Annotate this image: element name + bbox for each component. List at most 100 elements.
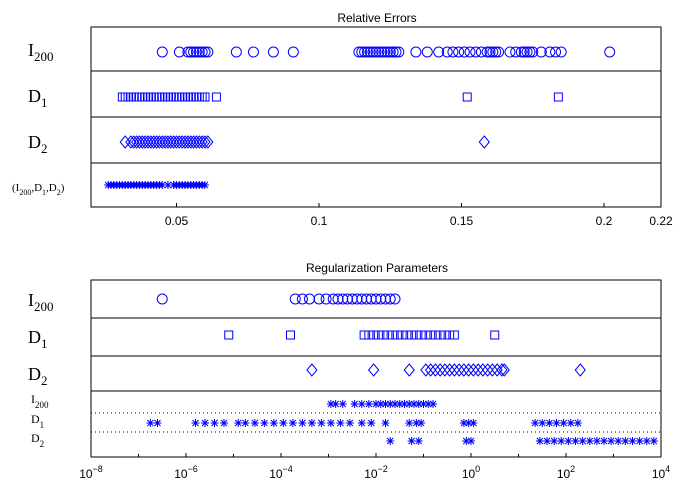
star-point xyxy=(545,419,554,427)
diamond-point xyxy=(136,135,148,149)
star-point xyxy=(414,437,423,445)
circle-point xyxy=(373,46,385,58)
star-point xyxy=(331,400,340,408)
circle-point xyxy=(447,46,459,58)
diamond-point xyxy=(170,135,183,149)
star-point xyxy=(163,181,172,189)
circle-point xyxy=(356,46,368,58)
square-point xyxy=(462,92,472,102)
star-point xyxy=(210,419,219,427)
square-point xyxy=(174,92,184,102)
diamond-point xyxy=(367,363,380,377)
star-point xyxy=(269,419,278,427)
star-point xyxy=(158,181,167,189)
x-tick-label: 0.15 xyxy=(450,214,474,228)
circle-point xyxy=(199,46,211,58)
square-point xyxy=(172,92,181,102)
square-point xyxy=(146,92,156,102)
square-point xyxy=(186,92,196,102)
star-point xyxy=(543,437,551,445)
star-point xyxy=(279,419,288,427)
star-point xyxy=(462,437,471,445)
circle-point xyxy=(196,46,208,58)
circle-point xyxy=(604,46,616,58)
star-point xyxy=(191,419,200,427)
circle-point xyxy=(287,46,299,58)
circle-point xyxy=(550,46,562,58)
x-tick-label: 10−8 xyxy=(79,464,103,481)
square-point xyxy=(169,92,179,102)
circle-point xyxy=(515,46,527,58)
diamond-point xyxy=(486,363,499,377)
circle-point xyxy=(453,46,465,58)
x-tick-label: 0.22 xyxy=(649,214,673,228)
diamond-point xyxy=(434,363,446,377)
diamond-point xyxy=(125,135,137,149)
square-point xyxy=(160,92,170,102)
square-point xyxy=(154,92,164,102)
circle-point xyxy=(393,46,405,58)
circle-point xyxy=(320,293,332,305)
star-point xyxy=(307,419,316,427)
circle-point xyxy=(504,46,516,58)
star-point xyxy=(220,419,228,427)
star-point xyxy=(336,419,345,427)
star-point xyxy=(234,419,243,427)
square-point xyxy=(132,92,142,102)
circle-point xyxy=(359,46,371,58)
star-point xyxy=(405,419,414,427)
circle-point xyxy=(470,46,482,58)
star-point xyxy=(376,400,385,408)
x-tick-label: 102 xyxy=(557,464,575,481)
square-point xyxy=(383,330,393,340)
square-point xyxy=(137,92,147,102)
x-tick-label: 10−4 xyxy=(269,464,293,481)
star-point xyxy=(628,437,637,445)
row-label-d1: D1​ xyxy=(28,327,48,351)
star-point xyxy=(407,437,416,445)
star-point xyxy=(410,400,418,408)
diamond-point xyxy=(156,135,168,149)
diamond-point xyxy=(139,135,151,149)
diamond-point xyxy=(467,363,480,377)
star-point xyxy=(635,437,644,445)
circle-point xyxy=(364,46,376,58)
circle-point xyxy=(185,46,197,58)
star-point xyxy=(417,419,426,427)
star-point xyxy=(201,181,209,189)
star-point xyxy=(338,400,347,408)
square-point xyxy=(197,92,207,102)
circle-point xyxy=(433,46,445,58)
circle-point xyxy=(173,46,185,58)
diamond-point xyxy=(472,363,484,377)
square-point xyxy=(224,330,234,340)
circle-point xyxy=(361,46,373,58)
diamond-point xyxy=(306,363,318,377)
star-point xyxy=(600,437,608,445)
star-point xyxy=(564,437,573,445)
square-point xyxy=(134,92,144,102)
x-tick-label: 10−2 xyxy=(364,464,388,481)
circle-point xyxy=(370,46,382,58)
star-point xyxy=(367,419,376,427)
plot-frame xyxy=(90,279,662,458)
square-point xyxy=(397,330,407,340)
star-point xyxy=(241,419,250,427)
star-point xyxy=(424,400,433,408)
square-point xyxy=(200,92,210,102)
x-tick-label: 0.2 xyxy=(596,214,613,228)
star-point xyxy=(364,400,373,408)
diamond-point xyxy=(185,135,197,149)
star-point xyxy=(550,437,559,445)
diamond-point xyxy=(453,363,465,377)
square-point xyxy=(553,92,563,102)
square-point xyxy=(157,92,167,102)
star-point xyxy=(552,419,561,427)
square-point xyxy=(378,330,388,340)
star-point xyxy=(557,437,566,445)
diamond-point xyxy=(176,135,188,149)
star-point xyxy=(642,437,651,445)
diamond-point xyxy=(167,135,180,149)
diamond-point xyxy=(148,135,160,149)
